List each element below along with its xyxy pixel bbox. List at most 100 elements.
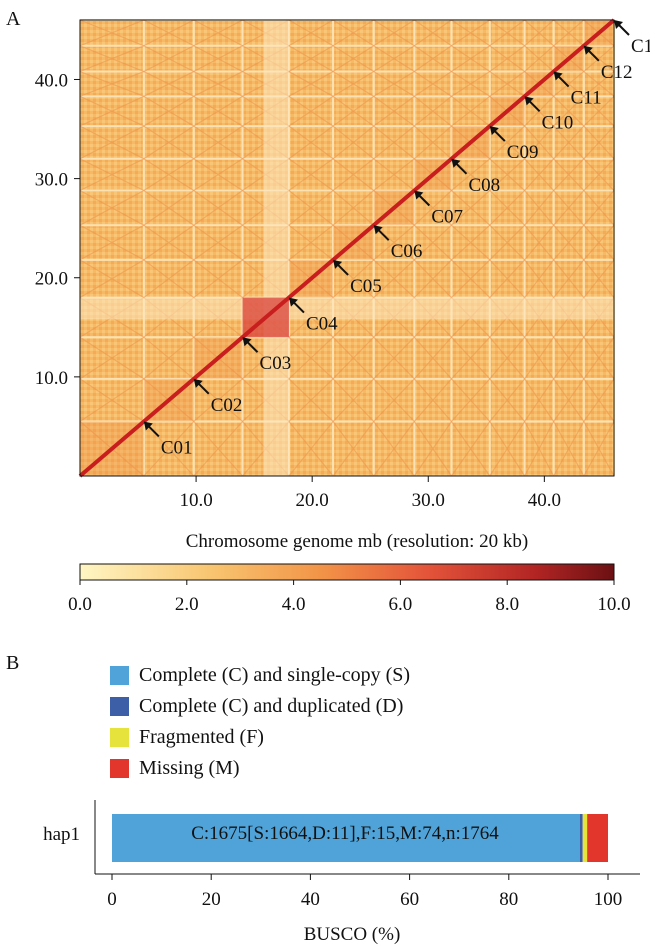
contact-cross xyxy=(143,71,195,97)
arrow-head xyxy=(614,20,623,29)
arrow-head xyxy=(143,421,153,431)
contact-cross xyxy=(489,224,526,261)
y-tick-label: 20.0 xyxy=(35,269,68,290)
contact-cross xyxy=(451,45,491,73)
busco-chart: C:1675[S:1664,D:11],F:15,M:74,n:1764 hap… xyxy=(43,800,640,945)
contact-cross xyxy=(288,190,334,226)
contact-cross xyxy=(332,336,375,380)
contact-cross xyxy=(143,125,195,160)
contact-cross xyxy=(553,336,585,380)
contact-cross xyxy=(413,259,452,298)
contact-cross xyxy=(373,71,415,97)
arrow-head xyxy=(373,225,383,235)
contact-cross xyxy=(332,71,375,97)
contact-cross xyxy=(143,190,195,226)
contact-cross xyxy=(413,336,452,380)
contact-cross xyxy=(583,259,615,298)
contact-cross xyxy=(373,45,415,73)
contact-cross xyxy=(332,125,375,160)
contact-cross xyxy=(288,224,334,261)
chromosome-arrow-c06: C06 xyxy=(373,225,422,262)
chromosome-arrow-c01: C01 xyxy=(143,421,193,458)
contact-cross xyxy=(288,336,334,380)
contact-cross xyxy=(288,45,334,73)
contact-cross xyxy=(451,19,491,47)
contact-cross xyxy=(373,158,415,191)
contact-cross xyxy=(79,95,145,127)
chromosome-label-c05: C05 xyxy=(350,276,382,297)
legend-label-single: Complete (C) and single-copy (S) xyxy=(139,664,411,686)
x-tick-label: 30.0 xyxy=(412,490,445,511)
contact-cross xyxy=(288,19,334,47)
contact-cross xyxy=(193,71,243,97)
contact-cross xyxy=(413,421,452,477)
arrow-head xyxy=(583,45,593,55)
contact-cross xyxy=(524,125,555,160)
contact-cross xyxy=(583,71,615,97)
contact-cross xyxy=(193,45,243,73)
chromosome-arrow-c02: C02 xyxy=(193,378,242,416)
contact-cross xyxy=(193,95,243,127)
colorbar-tick-label: 4.0 xyxy=(282,594,306,615)
busco-x-ticks: 0 20 40 60 80 100 xyxy=(107,874,622,910)
contact-cross xyxy=(143,95,195,127)
chromosome-label-c13: C13 xyxy=(631,36,650,57)
chromosome-arrow-c09: C09 xyxy=(489,126,538,163)
contact-cross xyxy=(79,70,145,97)
chromosome-label-c08: C08 xyxy=(468,175,500,196)
chromosome-arrow-c12: C12 xyxy=(583,45,633,83)
chromosome-label-c03: C03 xyxy=(260,353,292,374)
legend-item-duplicated: Complete (C) and duplicated (D) xyxy=(110,691,410,722)
legend-swatch-single xyxy=(110,666,129,685)
contact-cross xyxy=(524,259,555,298)
contact-cross xyxy=(451,336,491,380)
contact-cross xyxy=(553,19,585,47)
arrow-head xyxy=(288,297,298,307)
contact-cross xyxy=(143,259,195,299)
contact-cross xyxy=(489,421,526,477)
chromosome-label-c12: C12 xyxy=(601,62,633,83)
contact-cross xyxy=(373,259,415,299)
contact-cross xyxy=(524,190,555,226)
arrow-head xyxy=(414,190,424,200)
contact-cross xyxy=(373,421,415,477)
pale-band-v xyxy=(263,20,289,476)
contact-cross xyxy=(583,224,615,261)
contact-cross xyxy=(489,336,526,380)
busco-tick-label: 40 xyxy=(301,889,320,910)
arrow-head xyxy=(242,337,252,347)
contact-cross xyxy=(373,95,415,127)
legend-label-duplicated: Complete (C) and duplicated (D) xyxy=(139,695,404,717)
contact-cross xyxy=(489,71,525,97)
busco-tick-label: 100 xyxy=(594,889,623,910)
y-tick-label: 40.0 xyxy=(35,70,68,91)
contact-cross xyxy=(143,19,195,47)
heatmap-blocks xyxy=(79,19,615,477)
busco-segment-1 xyxy=(579,814,583,862)
heatmap-x-label: Chromosome genome mb (resolution: 20 kb) xyxy=(186,531,528,552)
contact-cross xyxy=(193,125,243,160)
busco-tick-label: 0 xyxy=(107,889,117,910)
diagonal-line xyxy=(78,18,616,478)
contact-cross xyxy=(79,125,145,160)
contact-cross xyxy=(583,158,615,191)
chromosome-arrow-c07: C07 xyxy=(414,190,463,228)
contact-cross xyxy=(451,95,491,127)
contact-cross xyxy=(332,95,375,127)
colorbar-tick-label: 10.0 xyxy=(597,594,630,615)
legend-label-fragmented: Fragmented (F) xyxy=(139,726,264,748)
contact-cross xyxy=(489,45,525,73)
contact-cross xyxy=(79,336,145,380)
contact-cross xyxy=(451,224,491,261)
contact-cross xyxy=(332,45,375,73)
chromosome-label-c01: C01 xyxy=(161,437,193,458)
arrow-head xyxy=(524,96,534,106)
contact-cross xyxy=(373,378,415,422)
chromosome-arrow-c11: C11 xyxy=(553,71,602,109)
colorbar-gradient xyxy=(79,563,615,581)
contact-cross xyxy=(143,224,195,261)
heatmap-diagonal xyxy=(78,18,616,478)
contact-cross xyxy=(451,71,491,97)
